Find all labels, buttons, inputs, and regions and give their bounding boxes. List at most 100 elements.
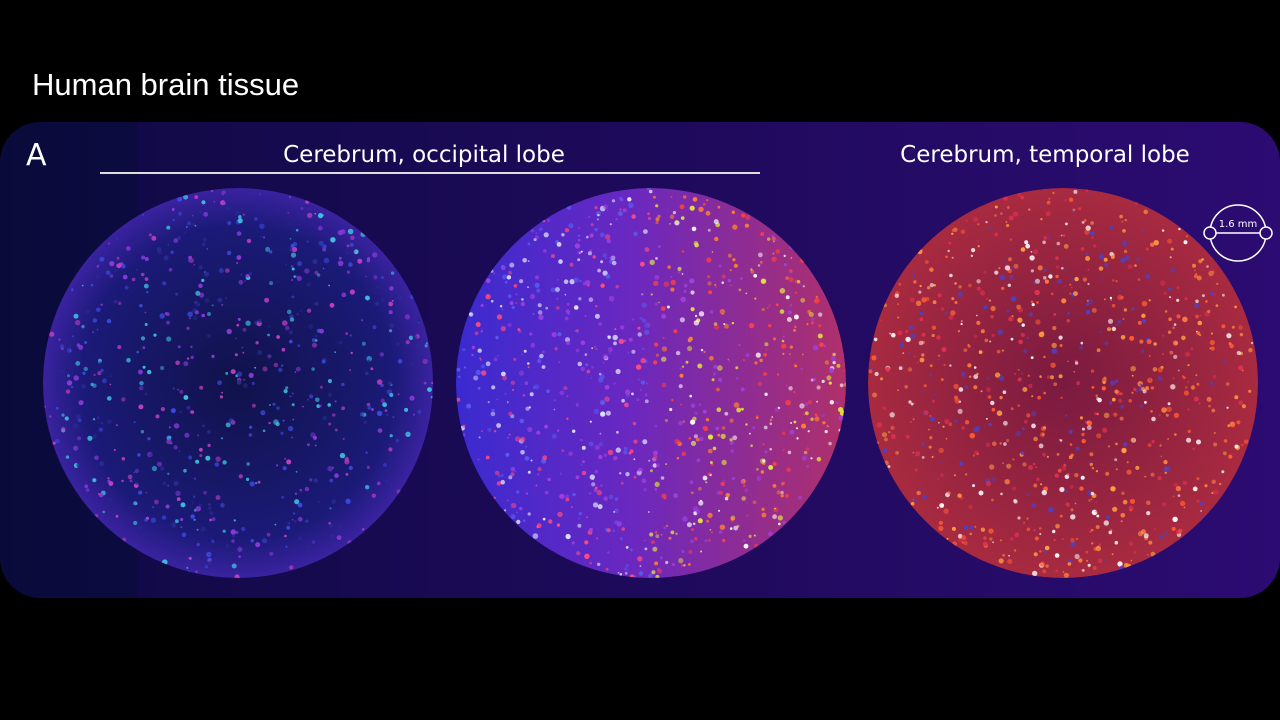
speckle (677, 266, 682, 271)
speckle (832, 352, 836, 357)
speckle (1174, 433, 1177, 436)
speckle (1168, 287, 1172, 291)
speckle (919, 317, 924, 322)
speckle (121, 479, 124, 483)
speckle (529, 392, 534, 397)
speckle (496, 354, 499, 357)
speckle (328, 393, 332, 397)
speckle (643, 229, 648, 235)
speckle (964, 385, 969, 389)
speckle (1052, 529, 1056, 534)
speckle (1114, 458, 1118, 462)
speckle (1178, 227, 1181, 231)
speckle (1241, 443, 1244, 447)
speckle (1040, 218, 1043, 221)
speckle (387, 381, 392, 386)
speckle (1117, 561, 1123, 567)
speckle (761, 512, 767, 518)
speckle (968, 375, 972, 378)
speckle (1195, 299, 1199, 304)
speckle (558, 259, 563, 264)
speckle (208, 506, 212, 510)
speckle (661, 313, 667, 319)
speckle (750, 268, 753, 271)
tissue-image (43, 188, 433, 578)
speckle (45, 372, 51, 377)
speckle (497, 474, 501, 478)
speckle (598, 372, 602, 376)
speckle (576, 331, 579, 333)
speckle (299, 488, 303, 492)
speckle (760, 232, 765, 237)
speckle (1103, 376, 1107, 380)
speckle (675, 350, 681, 356)
speckle (1222, 293, 1225, 297)
speckle (1172, 516, 1178, 522)
speckle (502, 274, 508, 280)
speckle (1062, 234, 1066, 237)
speckle (650, 293, 653, 296)
speckle (215, 495, 221, 500)
speckle (616, 430, 619, 434)
speckle (1194, 303, 1200, 308)
speckle (822, 421, 826, 425)
speckle (1127, 264, 1133, 270)
speckle (605, 234, 611, 240)
speckle (1130, 365, 1136, 372)
speckle (179, 410, 182, 413)
speckle (1045, 211, 1051, 217)
speckle (694, 314, 698, 318)
speckle (1171, 526, 1176, 531)
speckle (681, 549, 685, 554)
speckle (199, 385, 204, 390)
speckle (529, 293, 536, 300)
speckle (231, 533, 236, 538)
speckle (804, 402, 809, 407)
speckle (1031, 423, 1036, 429)
speckle (1001, 286, 1005, 290)
speckle (1090, 528, 1094, 532)
speckle (1013, 263, 1019, 269)
speckle (731, 321, 735, 325)
speckle (618, 338, 624, 345)
speckle (718, 509, 721, 512)
speckle (1131, 374, 1134, 377)
speckle (1065, 490, 1068, 493)
speckle (75, 413, 81, 419)
speckle (1020, 451, 1025, 455)
speckle (1048, 507, 1054, 513)
speckle (186, 405, 191, 410)
speckle (578, 227, 580, 229)
speckle (1231, 325, 1235, 329)
speckle (894, 293, 899, 298)
speckle (879, 319, 882, 322)
speckle (1166, 406, 1172, 412)
speckle (730, 284, 732, 287)
speckle (897, 389, 899, 392)
speckle (1221, 324, 1226, 329)
speckle (1054, 473, 1060, 478)
speckle (742, 484, 746, 488)
speckle (330, 237, 336, 243)
speckle (1227, 424, 1231, 428)
speckle (144, 277, 149, 281)
speckle (487, 427, 492, 432)
speckle (954, 418, 959, 424)
speckle (801, 353, 804, 356)
speckle (624, 567, 628, 571)
speckle (991, 498, 994, 502)
speckle (255, 542, 261, 548)
speckle (1086, 559, 1089, 562)
speckle (999, 442, 1002, 445)
speckle (284, 534, 287, 538)
speckle (491, 385, 496, 390)
speckle (769, 418, 773, 422)
speckle (546, 218, 551, 222)
speckle (1041, 452, 1047, 457)
speckle (631, 214, 636, 219)
speckle (199, 503, 202, 507)
speckle (603, 496, 608, 501)
speckle (625, 564, 629, 568)
speckle (982, 541, 988, 547)
